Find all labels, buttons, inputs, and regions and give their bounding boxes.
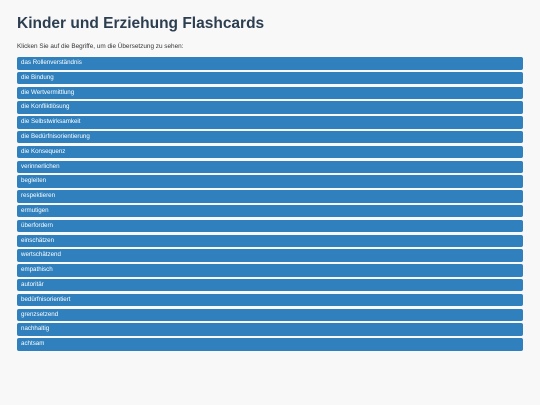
flashcard[interactable]: die Bindung [17, 71, 523, 85]
page-title: Kinder und Erziehung Flashcards [17, 15, 265, 32]
flashcard-list: das Rollenverständnis die Bindung die We… [17, 57, 523, 353]
flashcard[interactable]: die Wertvermittlung [17, 86, 523, 100]
flashcard[interactable]: das Rollenverständnis [17, 57, 523, 70]
flashcard[interactable]: achtsam [17, 338, 523, 351]
flashcard[interactable]: die Konsequenz [17, 145, 523, 159]
flashcard[interactable]: respektieren [17, 190, 523, 203]
flashcard[interactable]: bedürfnisorientiert [17, 293, 523, 307]
flashcard[interactable]: ermutigen [17, 204, 523, 218]
flashcard[interactable]: grenzsetzend [17, 308, 523, 322]
flashcard[interactable]: autoritär [17, 278, 523, 292]
flashcard[interactable]: die Bedürfnisorientierung [17, 130, 523, 144]
instructions-text: Klicken Sie auf die Begriffe, um die Übe… [17, 43, 184, 50]
flashcard[interactable]: verinnerlichen [17, 160, 523, 174]
flashcard[interactable]: nachhaltig [17, 323, 523, 336]
flashcard[interactable]: empathisch [17, 264, 523, 277]
flashcard[interactable]: wertschätzend [17, 249, 523, 262]
flashcard[interactable]: einschätzen [17, 234, 523, 248]
flashcard[interactable]: überfordern [17, 219, 523, 233]
flashcard[interactable]: die Selbstwirksamkeit [17, 116, 523, 129]
flashcard[interactable]: die Konfliktlösung [17, 101, 523, 114]
flashcard[interactable]: begleiten [17, 175, 523, 188]
